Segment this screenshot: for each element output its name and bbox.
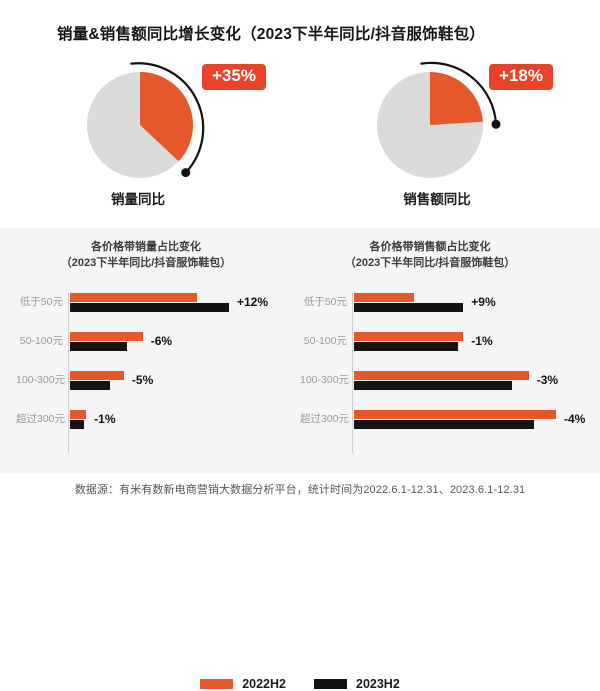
- bar-2023H2: [354, 419, 535, 429]
- change-label: -5%: [131, 373, 154, 388]
- bar-group-超过300元: -1%: [70, 409, 272, 429]
- bar-2022H2: [354, 409, 556, 419]
- category-label: 50-100元: [303, 334, 347, 347]
- bar-group-100-300元: -5%: [70, 370, 272, 390]
- bar-group-超过300元: -4%: [354, 409, 585, 429]
- category-label: 100-300元: [16, 373, 66, 386]
- category-labels: 低于50元 50-100元 100-300元 超过300元: [16, 293, 68, 453]
- bar-2022H2: [354, 292, 414, 302]
- chart-legend: 2022H2 2023H2: [0, 677, 600, 691]
- page-title: 销量&销售额同比增长变化（2023下半年同比/抖音服饰鞋包）: [57, 26, 485, 43]
- pie-caption-sales-amount: 销售额同比: [403, 192, 471, 207]
- pie-growth-slice: [140, 72, 193, 162]
- bar-group-100-300元: -3%: [354, 370, 559, 390]
- growth-badge-sales-volume: +35%: [202, 64, 266, 90]
- data-source-footer: 数据源：有米有数新电商营销大数据分析平台，统计时间为2022.6.1-12.31…: [74, 484, 526, 496]
- bar-chart-revenue-title-line2: （2023下半年同比/抖音服饰鞋包）: [344, 256, 516, 269]
- bar-group-50-100元: -1%: [354, 331, 556, 351]
- legend-item-2023H2: 2023H2: [314, 677, 400, 691]
- bar-2022H2: [70, 292, 197, 302]
- change-label: -1%: [94, 412, 116, 427]
- change-label: -1%: [471, 334, 493, 349]
- bar-chart-volume-title-line2: （2023下半年同比/抖音服饰鞋包）: [60, 256, 232, 269]
- pie-chart-sales-amount: [360, 55, 501, 195]
- bar-chart-volume-title: 各价格带销量占比变化 （2023下半年同比/抖音服饰鞋包）: [16, 234, 276, 272]
- change-label: -4%: [564, 412, 586, 427]
- bar-chart-volume-title-line1: 各价格带销量占比变化: [91, 241, 201, 253]
- bar-2022H2: [70, 409, 87, 419]
- sales-volume-yoy-svg: [87, 62, 205, 178]
- category-label: 100-300元: [300, 373, 350, 386]
- legend-swatch: [314, 679, 347, 689]
- bar-2022H2: [70, 370, 124, 380]
- change-label: -6%: [150, 334, 173, 349]
- bar-2023H2: [354, 341, 458, 351]
- bar-2023H2: [70, 341, 127, 351]
- pie-growth-slice: [430, 72, 483, 125]
- growth-arc-endpoint-dot: [491, 119, 501, 129]
- bar-2022H2: [354, 370, 529, 380]
- growth-arc: [130, 62, 205, 174]
- legend-label: 2023H2: [356, 677, 400, 691]
- bar-chart-revenue-body: 低于50元 50-100元 100-300元 超过300元 +9% -1% -3% -4%: [300, 292, 585, 453]
- legend-label: 2022H2: [242, 677, 286, 691]
- change-label: -3%: [536, 373, 559, 388]
- bar-2023H2: [70, 302, 229, 312]
- bar-group-低于50元: +9%: [354, 292, 556, 312]
- bar-chart-volume-share: 各价格带销量占比变化 （2023下半年同比/抖音服饰鞋包） 低于50元 50-10…: [16, 234, 276, 453]
- legend-swatch: [200, 679, 234, 689]
- bar-chart-revenue-share: 各价格带销售额占比变化 （2023下半年同比/抖音服饰鞋包） 低于50元 50-1…: [300, 234, 585, 453]
- bars-area: +12% -6% -5% -1%: [68, 292, 272, 453]
- category-labels: 低于50元 50-100元 100-300元 超过300元: [300, 293, 352, 453]
- category-label: 超过300元: [300, 412, 350, 425]
- bars-area: +9% -1% -3% -4%: [352, 292, 585, 453]
- bar-2023H2: [70, 380, 111, 390]
- category-label: 低于50元: [19, 295, 63, 308]
- growth-badge-sales-amount: +18%: [489, 64, 553, 90]
- bar-charts-panel: 各价格带销量占比变化 （2023下半年同比/抖音服饰鞋包） 低于50元 50-10…: [0, 228, 600, 691]
- sales-amount-yoy-svg: [377, 61, 501, 178]
- growth-arc-endpoint-dot: [181, 168, 191, 178]
- bar-chart-revenue-title: 各价格带销售额占比变化 （2023下半年同比/抖音服饰鞋包）: [300, 234, 560, 272]
- pie-chart-sales-volume: [70, 55, 210, 195]
- bar-2023H2: [354, 302, 464, 312]
- category-label: 50-100元: [19, 334, 63, 347]
- bar-chart-revenue-title-line1: 各价格带销售额占比变化: [369, 241, 491, 253]
- category-label: 超过300元: [16, 412, 66, 425]
- bar-2023H2: [70, 419, 84, 429]
- change-label: +9%: [471, 295, 496, 310]
- bar-2023H2: [354, 380, 513, 390]
- bar-group-50-100元: -6%: [70, 331, 272, 351]
- pie-caption-sales-volume: 销量同比: [111, 192, 165, 207]
- bar-chart-volume-body: 低于50元 50-100元 100-300元 超过300元 +12% -6% -5% -1%: [16, 292, 276, 453]
- bar-2022H2: [70, 331, 143, 341]
- growth-arc: [420, 61, 498, 126]
- bar-group-低于50元: +12%: [70, 292, 272, 312]
- change-label: +12%: [236, 295, 268, 310]
- bar-2022H2: [354, 331, 464, 341]
- category-label: 低于50元: [303, 295, 347, 308]
- legend-item-2022H2: 2022H2: [200, 677, 286, 691]
